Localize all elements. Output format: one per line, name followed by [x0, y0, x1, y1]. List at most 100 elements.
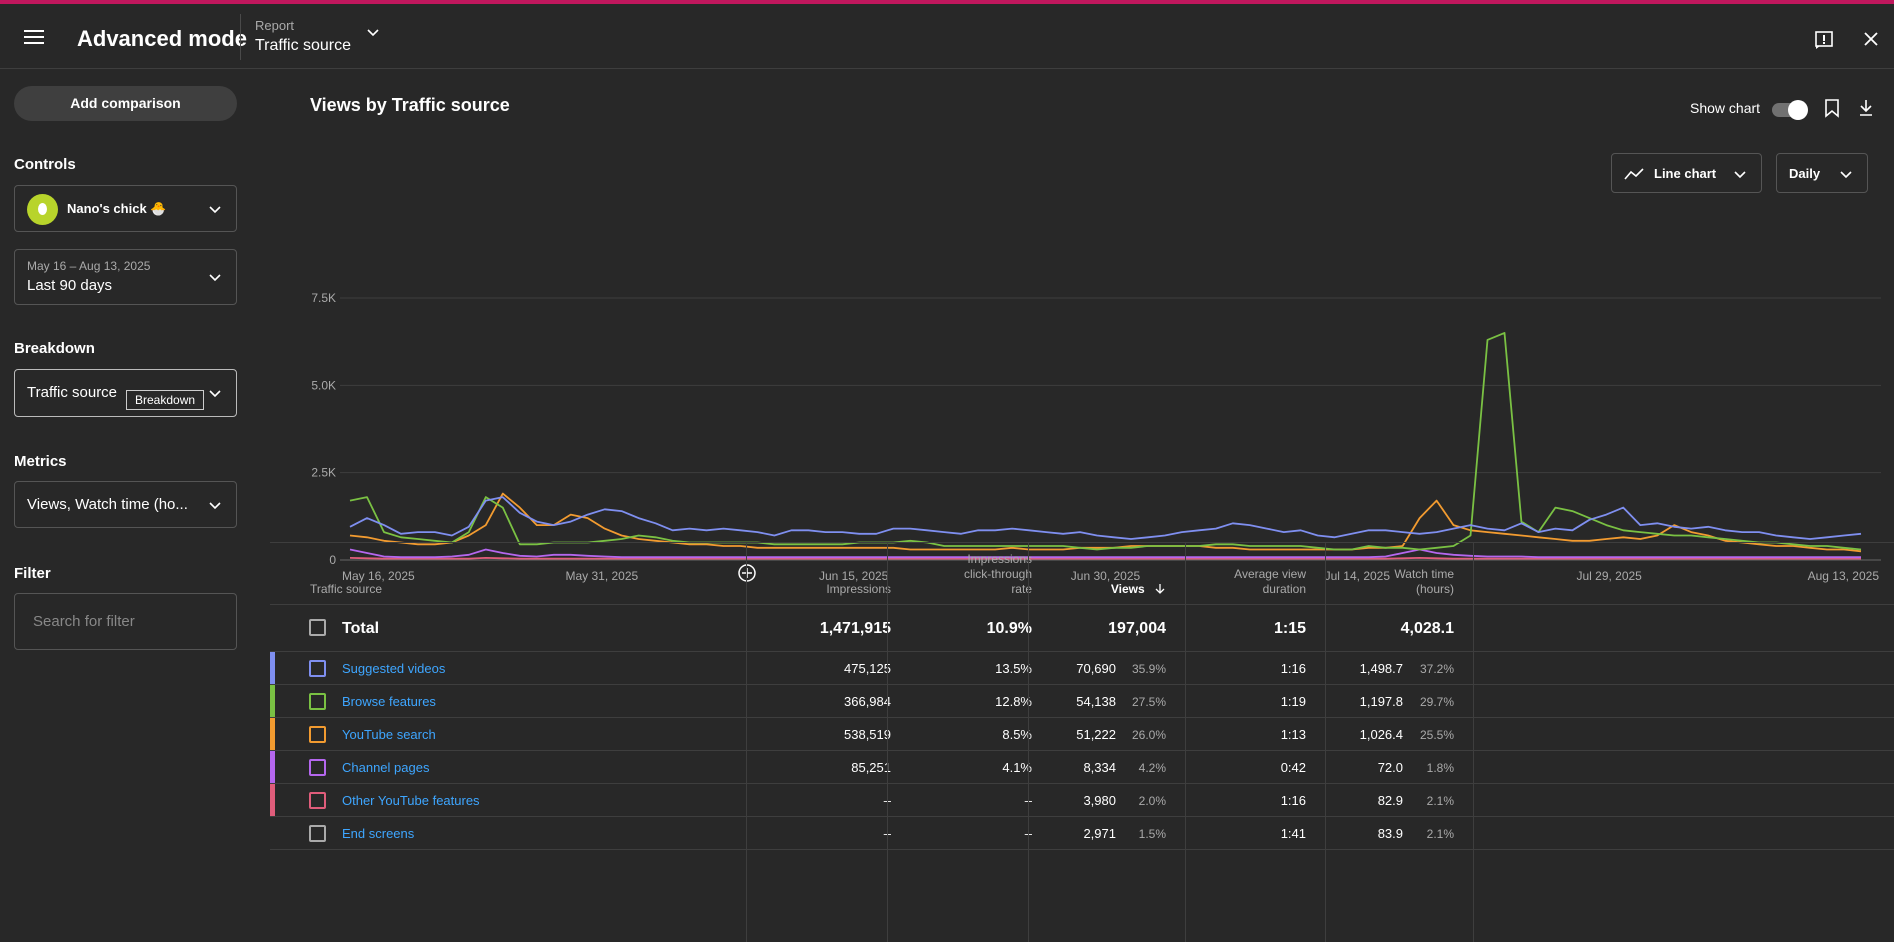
chevron-down-icon [209, 390, 221, 398]
date-range-selector[interactable]: May 16 – Aug 13, 2025 Last 90 days [14, 249, 237, 305]
column-header-views[interactable]: Views [1111, 582, 1166, 597]
column-header-avg-view-duration[interactable]: Average view duration [1234, 567, 1306, 597]
column-header-watch-time[interactable]: Watch time (hours) [1394, 567, 1454, 597]
close-icon[interactable] [1862, 30, 1880, 48]
traffic-source-link[interactable]: Browse features [342, 694, 436, 709]
views-cell: 70,690 [1076, 661, 1116, 676]
chart-type-selector[interactable]: Line chart [1611, 153, 1762, 193]
breakdown-selector[interactable]: Traffic source Breakdown [14, 369, 237, 417]
channel-selector[interactable]: Nano's chick 🐣 [14, 185, 237, 232]
date-range-sub: May 16 – Aug 13, 2025 [27, 259, 151, 273]
row-checkbox[interactable] [309, 825, 326, 842]
watch-time-cell: 82.9 [1377, 793, 1403, 808]
views-cell: 2,971 [1083, 826, 1116, 841]
chart-type-label: Line chart [1654, 166, 1717, 181]
series-line-suggested-videos[interactable] [349, 496, 1862, 540]
row-checkbox[interactable] [309, 693, 326, 710]
chevron-down-icon [1734, 171, 1746, 179]
menu-icon[interactable] [24, 30, 44, 46]
row-checkbox[interactable] [309, 726, 326, 743]
total-row: Total 1,471,915 10.9% 197,004 1:15 4,028… [270, 605, 1894, 652]
total-watch-time: 4,028.1 [1400, 620, 1454, 637]
table-body: Suggested videos 475,125 13.5% 70,690 35.9% 1… [270, 652, 1894, 850]
avg-view-duration-cell: 1:16 [1280, 793, 1306, 808]
feedback-icon[interactable] [1814, 30, 1834, 50]
metrics-selector[interactable]: Views, Watch time (ho... [14, 481, 237, 528]
y-tick-label: 5.0K [311, 378, 336, 392]
traffic-source-link[interactable]: Suggested videos [342, 661, 446, 676]
ctr-header-line-3: rate [1011, 582, 1032, 596]
watch-time-cell: 72.0 [1377, 760, 1403, 775]
traffic-source-link[interactable]: Other YouTube features [342, 793, 480, 808]
total-ctr: 10.9% [986, 620, 1032, 637]
table-row[interactable]: YouTube search 538,519 8.5% 51,222 26.0% 1:13… [270, 718, 1894, 751]
filter-placeholder: Search for filter [33, 613, 135, 630]
column-header-ctr[interactable]: Impressions click-through rate [964, 552, 1032, 597]
download-icon[interactable] [1858, 98, 1874, 118]
ctr-cell: 8.5% [1002, 727, 1032, 742]
interval-selector[interactable]: Daily [1776, 153, 1868, 193]
column-divider [1473, 542, 1474, 942]
report-selector[interactable]: Traffic source [255, 37, 352, 54]
traffic-source-link[interactable]: YouTube search [342, 727, 436, 742]
watch-time-percent-cell: 2.1% [1426, 794, 1454, 808]
watch-time-cell: 1,197.8 [1359, 694, 1403, 709]
series-line-browse-features[interactable] [349, 331, 1862, 551]
bookmark-icon[interactable] [1824, 98, 1840, 118]
views-percent-cell: 1.5% [1138, 827, 1166, 841]
traffic-source-link[interactable]: Channel pages [342, 760, 430, 775]
total-checkbox[interactable] [309, 619, 326, 636]
row-checkbox[interactable] [309, 759, 326, 776]
chart-title: Views by Traffic source [310, 95, 510, 115]
views-line-chart: 0 2.5K 5.0K 7.5K May 16, 2025 May 31, 2025 Jun… [311, 291, 1881, 583]
table-row[interactable]: Browse features 366,984 12.8% 54,138 27.5% 1:… [270, 685, 1894, 718]
chevron-down-icon [1840, 171, 1852, 179]
traffic-source-link[interactable]: End screens [342, 826, 415, 841]
series-line-other-youtube-features[interactable] [349, 556, 1861, 560]
watch-time-percent-cell: 1.8% [1426, 761, 1454, 775]
table-row[interactable]: Other YouTube features––3,9802.0%1:1682.… [270, 784, 1894, 817]
ctr-header-line-2: click-through [963, 567, 1032, 581]
table-header-row: Traffic source Impressions Impressions c… [270, 542, 1894, 605]
avg-view-duration-cell: 1:41 [1280, 826, 1306, 841]
series-color-swatch [270, 751, 275, 783]
show-chart-toggle[interactable] [1772, 100, 1808, 120]
x-tick-label: Jul 29, 2025 [1576, 569, 1642, 583]
chevron-down-icon[interactable] [366, 28, 380, 38]
interval-label: Daily [1789, 166, 1821, 181]
page-title: Advanced mode [77, 26, 247, 51]
ctr-header-line-1: Impressions [967, 552, 1032, 566]
table-row[interactable]: Channel pages 85,251 4.1% 8,334 4.2% 0:42 72.0… [270, 751, 1894, 784]
views-header-label: Views [1110, 582, 1145, 596]
row-checkbox[interactable] [309, 792, 326, 809]
column-header-source[interactable]: Traffic source [310, 582, 383, 596]
report-label: Report [255, 18, 295, 33]
metrics-title: Metrics [14, 453, 67, 470]
views-percent-cell: 2.0% [1138, 794, 1166, 808]
watch-time-cell: 1,026.4 [1359, 727, 1403, 742]
ctr-cell: 4.1% [1002, 760, 1032, 775]
x-tick-label: Jun 30, 2025 [1071, 569, 1141, 583]
impressions-cell: 85,251 [851, 760, 891, 775]
total-views: 197,004 [1108, 620, 1166, 637]
table-row[interactable]: Suggested videos 475,125 13.5% 70,690 35.9% 1… [270, 652, 1894, 685]
column-header-impressions[interactable]: Impressions [826, 582, 891, 596]
line-chart-icon [1624, 168, 1644, 180]
series-color-swatch [270, 718, 275, 750]
column-divider [887, 542, 888, 942]
add-column-icon[interactable] [737, 563, 757, 583]
views-percent-cell: 4.2% [1138, 761, 1166, 775]
filter-input[interactable]: Search for filter [14, 593, 237, 650]
watch-time-percent-cell: 37.2% [1419, 662, 1454, 676]
views-cell: 54,138 [1076, 694, 1116, 709]
column-divider [746, 542, 747, 942]
add-comparison-button[interactable]: Add comparison [14, 86, 237, 121]
views-cell: 3,980 [1083, 793, 1116, 808]
column-divider [1028, 542, 1029, 942]
breakdown-value: Traffic source [27, 384, 118, 401]
main-panel: Views by Traffic source Show chart Line … [250, 70, 1894, 942]
series-line-channel-pages[interactable] [349, 548, 1861, 559]
avg-view-duration-cell: 0:42 [1280, 760, 1306, 775]
row-checkbox[interactable] [309, 660, 326, 677]
